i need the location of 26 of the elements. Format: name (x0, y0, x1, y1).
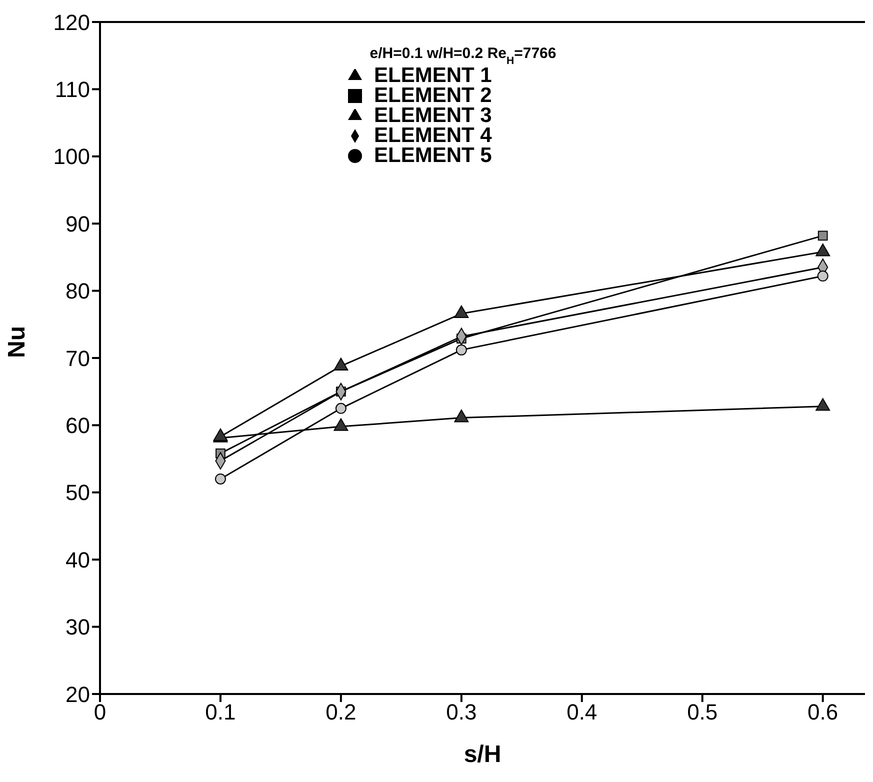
legend-label: ELEMENT 3 (374, 104, 492, 127)
y-tick-label: 40 (66, 547, 90, 572)
legend-title: e/H=0.1 w/H=0.2 Re$_{H}$=7766 (370, 45, 556, 67)
x-tick-label: 0 (94, 700, 106, 725)
legend-label: ELEMENT 1 (374, 64, 492, 87)
y-tick-label: 120 (53, 10, 90, 35)
y-tick-label: 60 (66, 413, 90, 438)
y-tick-label: 50 (66, 480, 90, 506)
y-tick-label: 30 (66, 614, 90, 640)
x-tick-label: 0.3 (446, 700, 477, 725)
legend-label: ELEMENT 2 (374, 84, 492, 107)
y-tick-label: 20 (66, 682, 90, 707)
legend-label: ELEMENT 5 (374, 144, 492, 167)
y-tick-label: 80 (66, 278, 90, 304)
x-tick-label: 0.4 (566, 700, 598, 725)
x-tick-label: 0.6 (808, 700, 838, 725)
y-tick-label: 90 (66, 211, 90, 236)
x-tick-label: 0.5 (687, 700, 718, 725)
legend-label: ELEMENT 4 (374, 124, 492, 147)
x-tick-label: 0.1 (205, 700, 236, 725)
x-tick-label: 0.2 (326, 700, 356, 725)
y-tick-label: 110 (54, 77, 90, 102)
y-tick-label: 70 (66, 346, 90, 371)
y-axis-title: Nu (4, 326, 31, 358)
x-axis-title: s/H (464, 741, 502, 768)
y-tick-label: 100 (53, 144, 90, 170)
